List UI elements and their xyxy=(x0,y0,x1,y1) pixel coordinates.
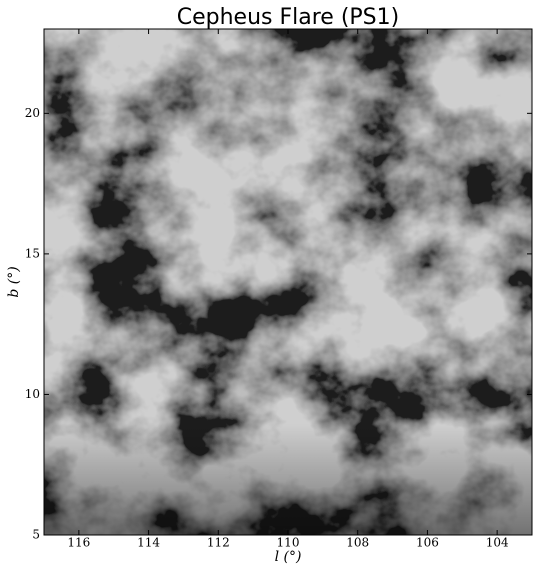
chart: Cepheus Flare (PS1) l (°) b (°) 116 114 11… xyxy=(0,0,533,567)
image-area xyxy=(44,29,532,535)
x-tick-label: 106 xyxy=(416,536,439,550)
x-tick-label: 104 xyxy=(486,536,509,550)
chart-title: Cepheus Flare (PS1) xyxy=(177,5,399,30)
y-tick-label: 20 xyxy=(25,106,40,120)
x-tick-label: 116 xyxy=(67,536,90,550)
y-tick-label: 10 xyxy=(25,387,40,401)
x-tick-label: 114 xyxy=(137,536,160,550)
x-tick-label: 110 xyxy=(277,536,300,550)
y-tick-label: 5 xyxy=(32,528,40,542)
x-axis-label: l (°) xyxy=(275,549,302,565)
image-shade xyxy=(44,29,532,535)
y-axis-label: b (°) xyxy=(6,266,22,297)
x-tick-label: 112 xyxy=(207,536,230,550)
y-tick-label: 15 xyxy=(25,246,40,260)
x-tick-label: 108 xyxy=(346,536,369,550)
